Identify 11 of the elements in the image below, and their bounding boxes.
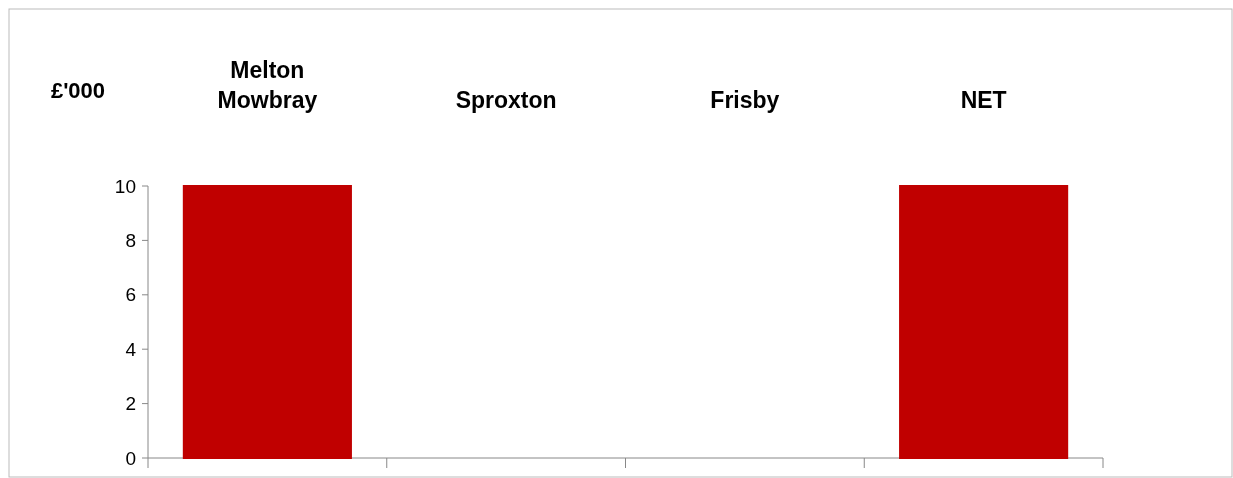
y-tick-label: 2 xyxy=(125,393,136,415)
y-tick-label: 4 xyxy=(125,338,137,360)
x-tick-label: Melton Mowbray xyxy=(217,57,318,113)
x-tick-label: Frisby xyxy=(710,87,780,113)
y-tick-label: 10 xyxy=(114,175,136,197)
y-tick-label: 0 xyxy=(125,447,136,469)
y-axis-title: £'000 xyxy=(50,78,106,103)
x-tick-label: NET xyxy=(960,87,1007,113)
x-tick-label: Sproxton xyxy=(455,87,557,113)
y-tick-label: 6 xyxy=(125,284,136,306)
y-tick-label: 8 xyxy=(125,230,136,252)
